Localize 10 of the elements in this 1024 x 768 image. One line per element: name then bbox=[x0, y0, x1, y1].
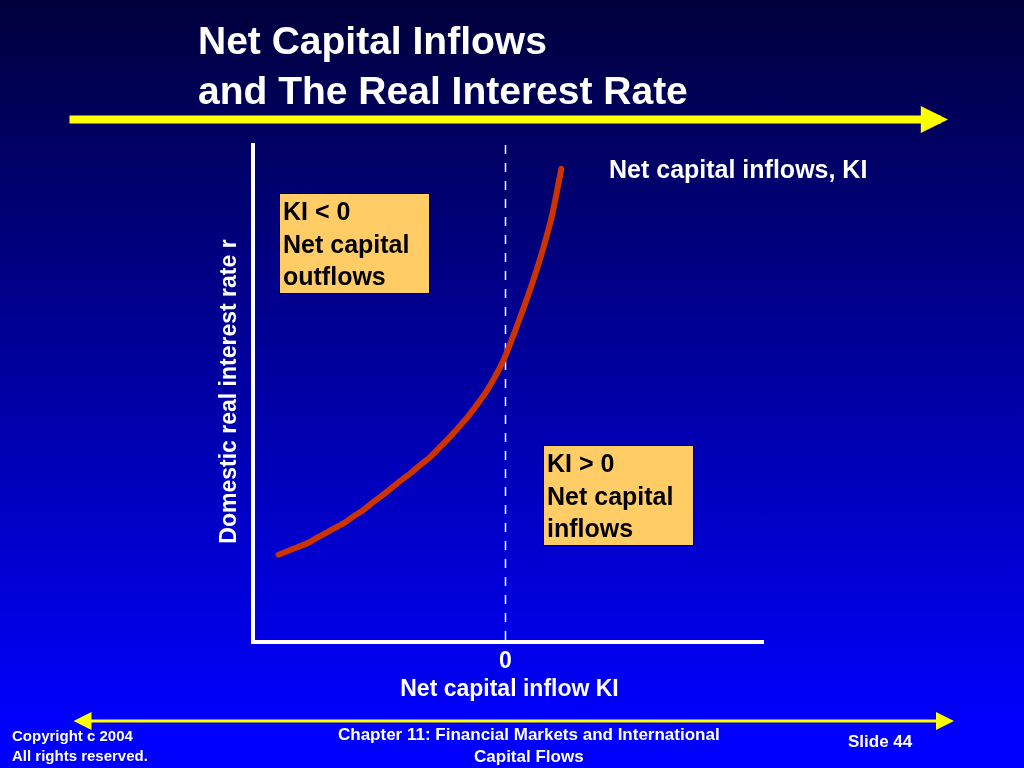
chart-title: Net Capital Inflows and The Real Interest Rate bbox=[198, 18, 688, 113]
series-label: Net capital inflows, KI bbox=[609, 155, 868, 183]
x-axis-title: Net capital inflow KI bbox=[400, 675, 619, 702]
text: Slide 44 bbox=[848, 732, 913, 751]
y-axis-title: Domestic real interest rate r bbox=[214, 239, 241, 544]
text: 0 bbox=[499, 647, 512, 673]
text: Chapter 11: Financial Markets and International Capital Flows bbox=[338, 725, 720, 767]
annotation: KI > 0 Net capital inflows bbox=[547, 449, 674, 542]
text: Copyright c 2004 All rights reserved. bbox=[12, 727, 148, 764]
annotation: KI < 0 Net capital outflows bbox=[283, 197, 410, 290]
